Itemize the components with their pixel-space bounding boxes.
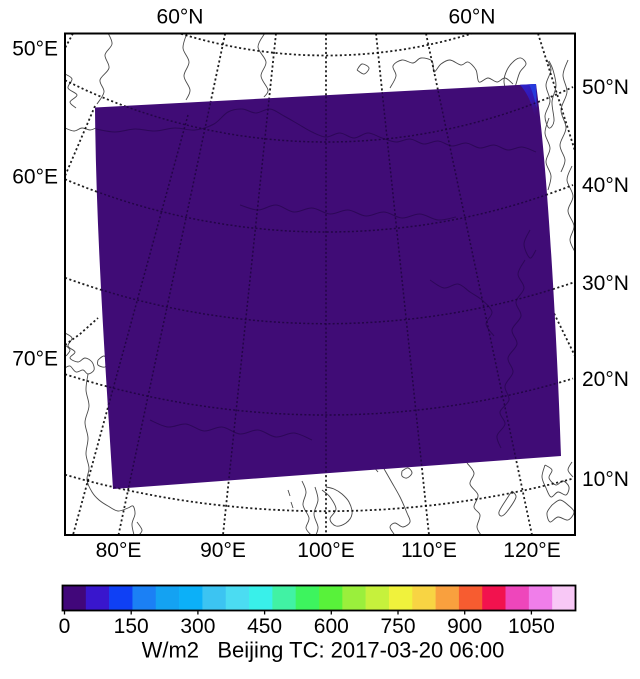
- svg-text:750: 750: [380, 615, 415, 638]
- svg-text:60°N: 60°N: [157, 6, 204, 29]
- svg-text:60°E: 60°E: [12, 165, 58, 188]
- svg-text:40°N: 40°N: [582, 174, 629, 197]
- svg-text:150: 150: [114, 615, 149, 638]
- svg-text:60°N: 60°N: [449, 6, 496, 29]
- svg-text:90°E: 90°E: [200, 539, 246, 562]
- svg-text:110°E: 110°E: [401, 539, 457, 562]
- svg-text:70°E: 70°E: [12, 347, 58, 370]
- svg-text:600: 600: [314, 615, 349, 638]
- svg-text:20°N: 20°N: [582, 368, 629, 391]
- svg-text:30°N: 30°N: [582, 272, 629, 295]
- svg-text:120°E: 120°E: [503, 539, 560, 562]
- svg-text:300: 300: [180, 615, 215, 638]
- svg-text:80°E: 80°E: [96, 539, 142, 562]
- svg-text:0: 0: [59, 615, 71, 638]
- svg-text:10°N: 10°N: [582, 468, 629, 491]
- svg-text:900: 900: [447, 615, 482, 638]
- svg-text:1050: 1050: [508, 615, 555, 638]
- svg-text:W/m2 Beijing TC: 2017-03-20: W/m2 Beijing TC: 2017-03-20 06:00: [142, 638, 505, 663]
- svg-text:50°E: 50°E: [12, 37, 58, 60]
- svg-text:100°E: 100°E: [297, 539, 354, 562]
- svg-text:450: 450: [247, 615, 282, 638]
- svg-text:50°N: 50°N: [582, 76, 629, 99]
